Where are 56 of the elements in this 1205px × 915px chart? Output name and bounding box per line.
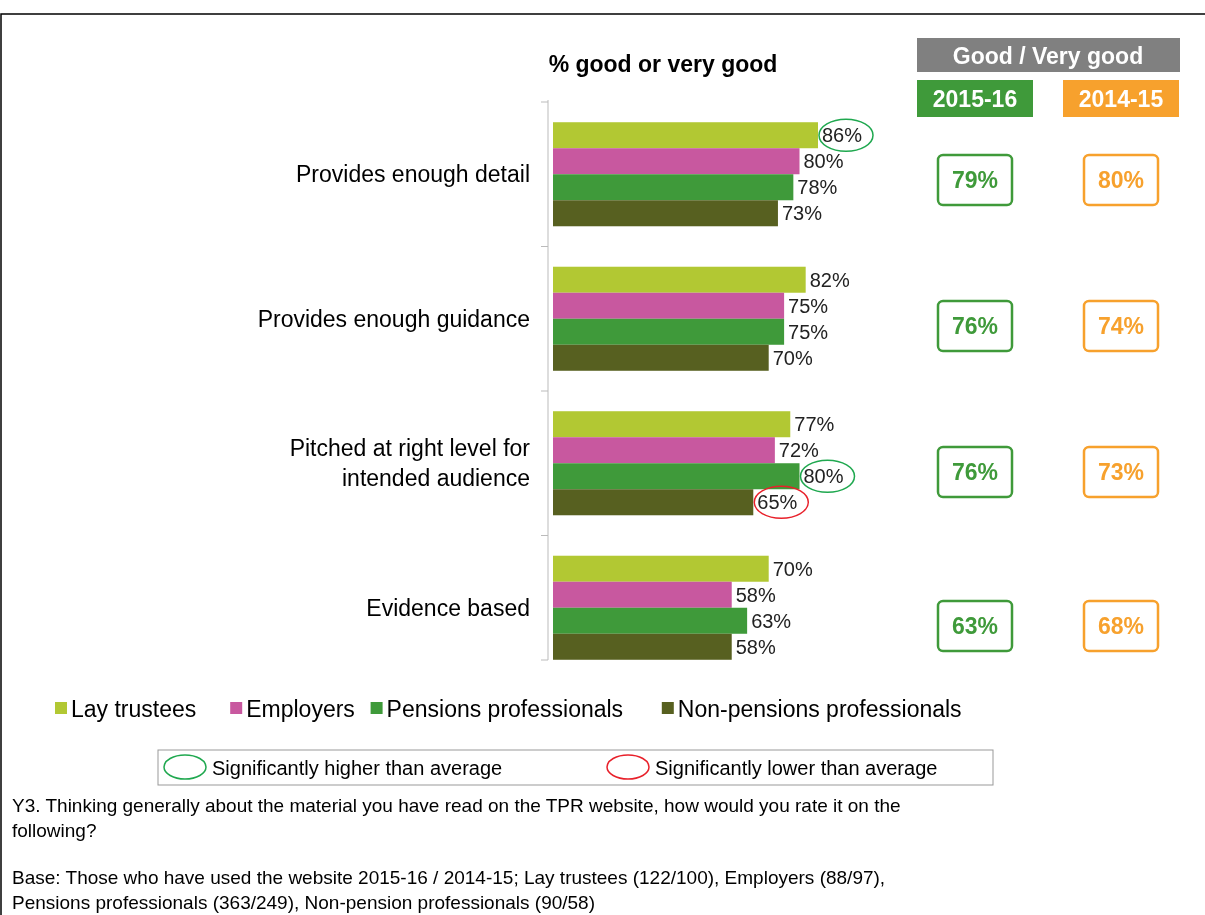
text: 79% xyxy=(951,167,999,193)
bar xyxy=(553,200,778,227)
bar xyxy=(553,344,769,371)
data-label: 72% xyxy=(778,439,820,462)
data-label: 70% xyxy=(772,557,813,580)
bar xyxy=(553,463,800,490)
legend-label: Pensions professionals xyxy=(386,696,624,722)
legend-label: Employers xyxy=(246,696,355,722)
text: 68% xyxy=(1097,613,1145,639)
y-tick-label: Provides enough guidance xyxy=(257,305,530,332)
text: 2015-16 xyxy=(932,86,1018,112)
bar xyxy=(553,148,800,175)
data-label: 80% xyxy=(803,465,844,488)
text: 76% xyxy=(951,313,999,339)
data-label: 78% xyxy=(797,176,838,199)
text: 63% xyxy=(951,613,999,639)
data-label: 75% xyxy=(788,294,829,317)
data-label: 75% xyxy=(788,320,829,343)
y-tick-label: Pitched at right level for intended audience xyxy=(289,435,531,492)
legend-label: Lay trustees xyxy=(71,696,197,722)
text: Y3. Thinking generally about the material you have read on the TPR website, how would you rate it on the following? xyxy=(12,795,901,841)
chart-title: % good or very good xyxy=(548,51,778,77)
y-tick-label: Evidence based xyxy=(366,594,530,621)
bar xyxy=(553,174,794,201)
bar xyxy=(553,122,818,149)
bar xyxy=(553,437,775,464)
text: Base: Those who have used the website 2015-16 / 2014-15; Lay trustees (122/100), Employers (88/97), Pensions professionals (363/249), Non-pension professionals (90/58) xyxy=(12,867,886,913)
data-label: 63% xyxy=(751,609,792,632)
bar xyxy=(553,633,732,660)
data-label: 70% xyxy=(772,346,813,369)
text: Significantly lower than average xyxy=(655,757,938,779)
data-label: 80% xyxy=(803,150,844,173)
bar xyxy=(553,489,754,516)
text: Good / Very good xyxy=(952,43,1144,69)
data-label: 58% xyxy=(735,635,776,658)
text: 2014-15 xyxy=(1078,86,1164,112)
data-label: 82% xyxy=(809,268,850,291)
bar xyxy=(553,318,785,345)
data-label: 73% xyxy=(781,202,823,225)
bar xyxy=(553,292,785,319)
data-label: 86% xyxy=(822,124,863,147)
bar xyxy=(553,411,791,438)
data-label: 58% xyxy=(735,583,776,606)
text: 76% xyxy=(951,459,999,485)
text: 73% xyxy=(1097,459,1145,485)
y-tick-label: Provides enough detail xyxy=(296,161,530,188)
data-label: 65% xyxy=(757,491,798,514)
bar xyxy=(553,555,769,582)
bar xyxy=(553,607,748,634)
bar xyxy=(553,581,732,608)
bar xyxy=(553,266,806,293)
legend-label: Non-pensions professionals xyxy=(677,696,962,722)
data-label: 77% xyxy=(794,413,835,436)
text: Significantly higher than average xyxy=(212,757,503,779)
text: 80% xyxy=(1097,167,1145,193)
text: 74% xyxy=(1097,313,1145,339)
